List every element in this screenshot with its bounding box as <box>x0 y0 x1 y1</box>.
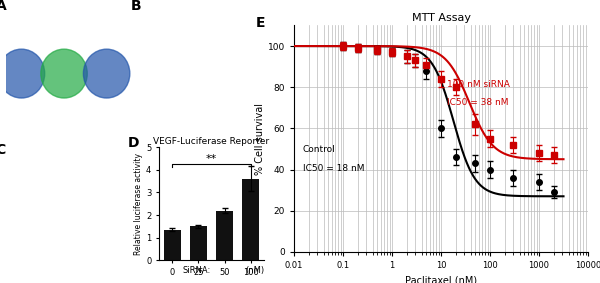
Text: E: E <box>256 16 265 30</box>
Bar <box>242 179 259 260</box>
Text: C: C <box>0 143 6 157</box>
Circle shape <box>41 49 87 98</box>
Bar <box>164 230 181 260</box>
Text: 100 nM siRNA: 100 nM siRNA <box>447 80 510 89</box>
Circle shape <box>0 49 44 98</box>
Bar <box>216 211 233 260</box>
Text: B: B <box>131 0 142 13</box>
X-axis label: Paclitaxel (nM): Paclitaxel (nM) <box>405 275 477 283</box>
Bar <box>190 226 207 260</box>
Y-axis label: % Cell survival: % Cell survival <box>255 103 265 175</box>
Text: (nM): (nM) <box>245 265 264 275</box>
Text: Control: Control <box>303 145 335 155</box>
Title: VEGF-Luciferase Reporter: VEGF-Luciferase Reporter <box>154 137 269 146</box>
Text: D: D <box>128 136 139 150</box>
Text: **: ** <box>206 154 217 164</box>
Text: A: A <box>0 0 7 13</box>
Circle shape <box>83 49 130 98</box>
Text: IC50 = 18 nM: IC50 = 18 nM <box>303 164 364 173</box>
Text: IC50 = 38 nM: IC50 = 38 nM <box>447 98 508 107</box>
Y-axis label: Relative luciferase activity: Relative luciferase activity <box>134 153 143 255</box>
Text: SiRNA:: SiRNA: <box>183 265 211 275</box>
Title: MTT Assay: MTT Assay <box>412 13 470 23</box>
